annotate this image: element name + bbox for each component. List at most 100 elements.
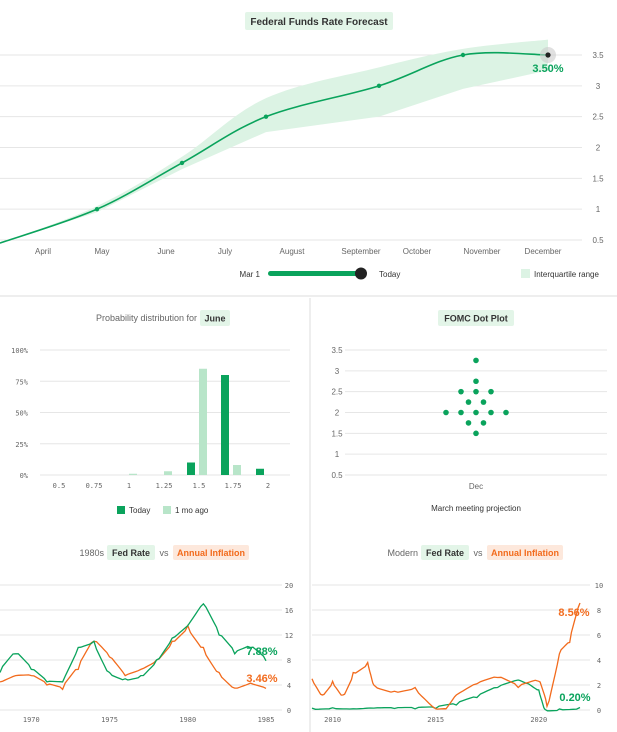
x-tick-label: 1980 — [179, 716, 196, 724]
y-tick-label: 3.5 — [331, 346, 343, 355]
eighties-inflation-end-label: 3.46% — [246, 673, 277, 685]
y-tick-label: 3 — [596, 82, 601, 91]
modern-title-prefix: Modern — [387, 548, 418, 558]
eighties-inflation-line — [0, 623, 267, 691]
bar-today[interactable] — [187, 462, 195, 476]
y-tick-label: 3 — [335, 367, 340, 376]
modern-fed-end-label: 0.20% — [559, 692, 590, 704]
y-tick-label: 2 — [596, 144, 601, 153]
modern-vs: vs — [474, 548, 484, 558]
modern-fed-label: Fed Rate — [426, 548, 464, 558]
forecast-point — [263, 114, 269, 119]
dot — [488, 388, 494, 395]
slider-end-label: Today — [379, 270, 400, 279]
forecast-point — [94, 206, 100, 212]
dot — [488, 409, 494, 416]
forecast-end-dot — [545, 52, 551, 58]
forecast-title: Federal Funds Rate Forecast — [250, 17, 388, 28]
modern-fed-badge — [421, 545, 469, 560]
modern-inflation-end-label: 8.56% — [558, 607, 589, 619]
y-tick-label: 3.5 — [592, 51, 604, 60]
legend-month-ago-label: 1 mo ago — [175, 506, 209, 515]
eighties-fed-badge — [107, 545, 155, 560]
y-tick-label: 4 — [287, 682, 291, 690]
bar-month-ago[interactable] — [233, 465, 241, 475]
dot — [473, 388, 479, 395]
dot — [473, 409, 479, 416]
eighties-grid: 0 4 8 12 16 20 1970 1975 1980 1985 — [0, 582, 293, 724]
y-tick-label: 8 — [287, 657, 291, 665]
probability-bars — [129, 368, 264, 476]
bar-month-ago[interactable] — [199, 368, 207, 475]
probability-title: Probability distribution for — [96, 313, 197, 323]
dot — [473, 430, 479, 437]
forecast-point — [460, 52, 466, 58]
legend-band-label: Interquartile range — [534, 270, 599, 279]
forecast-y-axis: 0.5 1 1.5 2 2.5 3 3.5 — [592, 51, 604, 245]
x-tick-label: 1985 — [258, 716, 275, 724]
probability-x-axis: 0.5 0.75 1 1.25 1.5 1.75 2 — [53, 482, 270, 490]
meeting-badge[interactable] — [200, 310, 230, 326]
modern-inflation-badge — [487, 545, 563, 560]
y-tick-label: 75% — [15, 378, 28, 386]
forecast-chart: Federal Funds Rate Forecast 3.50% April M… — [0, 12, 604, 280]
bar-today[interactable] — [256, 468, 264, 475]
y-tick-label: 4 — [597, 657, 601, 665]
eighties-inflation-label: Annual Inflation — [177, 548, 245, 558]
eighties-fed-end-label: 7.88% — [246, 646, 277, 658]
eighties-fed-label: Fed Rate — [112, 548, 150, 558]
forecast-point — [376, 83, 382, 89]
y-tick-label: 0.5 — [331, 471, 343, 480]
bar-today[interactable] — [221, 375, 229, 475]
forecast-title-badge — [245, 12, 393, 30]
dot — [480, 399, 487, 405]
eighties-title-prefix: 1980s — [79, 548, 104, 558]
dot — [473, 357, 479, 364]
bar-month-ago[interactable] — [129, 473, 137, 475]
y-tick-label: 1.5 — [331, 429, 343, 438]
x-tick-label: 2020 — [530, 716, 547, 724]
x-tick-label: 0.5 — [53, 482, 66, 490]
dot — [458, 388, 464, 395]
interquartile-band — [0, 39, 548, 244]
forecast-x-axis: April May June July August September October No… — [35, 247, 562, 256]
y-tick-label: 0% — [20, 472, 29, 480]
x-tick-label: 0.75 — [86, 482, 103, 490]
dot-plot-x-label: Dec — [469, 482, 483, 491]
y-tick-label: 6 — [597, 632, 601, 640]
meeting-selector[interactable]: June — [204, 314, 225, 324]
y-tick-label: 1 — [596, 205, 601, 214]
y-tick-label: 2 — [335, 409, 340, 418]
x-tick-label: 1.25 — [156, 482, 173, 490]
x-tick-label: 2010 — [324, 716, 341, 724]
x-tick-label: April — [35, 247, 51, 256]
forecast-points — [94, 52, 466, 212]
legend-swatch-month-ago — [163, 506, 171, 514]
legend-swatch-band — [521, 269, 530, 278]
dot-plot-chart: FOMC Dot Plot 0.5 1 1.5 2 2.5 3 3.5 Dec March … — [331, 310, 607, 513]
x-tick-label: August — [280, 247, 306, 256]
dot-plot-dots — [443, 357, 509, 437]
slider-handle[interactable] — [355, 267, 367, 280]
y-tick-label: 1.5 — [592, 174, 604, 183]
forecast-grid — [0, 54, 582, 241]
slider-start-label: Mar 1 — [240, 270, 261, 279]
legend-today-label: Today — [129, 506, 150, 515]
modern-chart: Modern Fed Rate vs Annual Inflation 0 2 4 6… — [311, 545, 603, 724]
y-tick-label: 0 — [287, 707, 291, 715]
dot — [473, 378, 479, 385]
y-tick-label: 8 — [597, 607, 601, 615]
y-tick-label: 1 — [335, 450, 340, 459]
y-tick-label: 2.5 — [592, 113, 604, 122]
x-tick-label: 1 — [127, 482, 131, 490]
eighties-inflation-badge — [173, 545, 249, 560]
bar-month-ago[interactable] — [164, 471, 172, 475]
x-tick-label: November — [464, 247, 501, 256]
y-tick-label: 0.5 — [592, 236, 604, 245]
probability-grid: 0% 25% 50% 75% 100% — [11, 347, 290, 480]
modern-grid: 0 2 4 6 8 10 2010 2015 2020 — [312, 582, 603, 724]
forecast-end-label: 3.50% — [532, 63, 563, 75]
modern-inflation-label: Annual Inflation — [491, 548, 559, 558]
slider-track[interactable] — [268, 271, 360, 276]
